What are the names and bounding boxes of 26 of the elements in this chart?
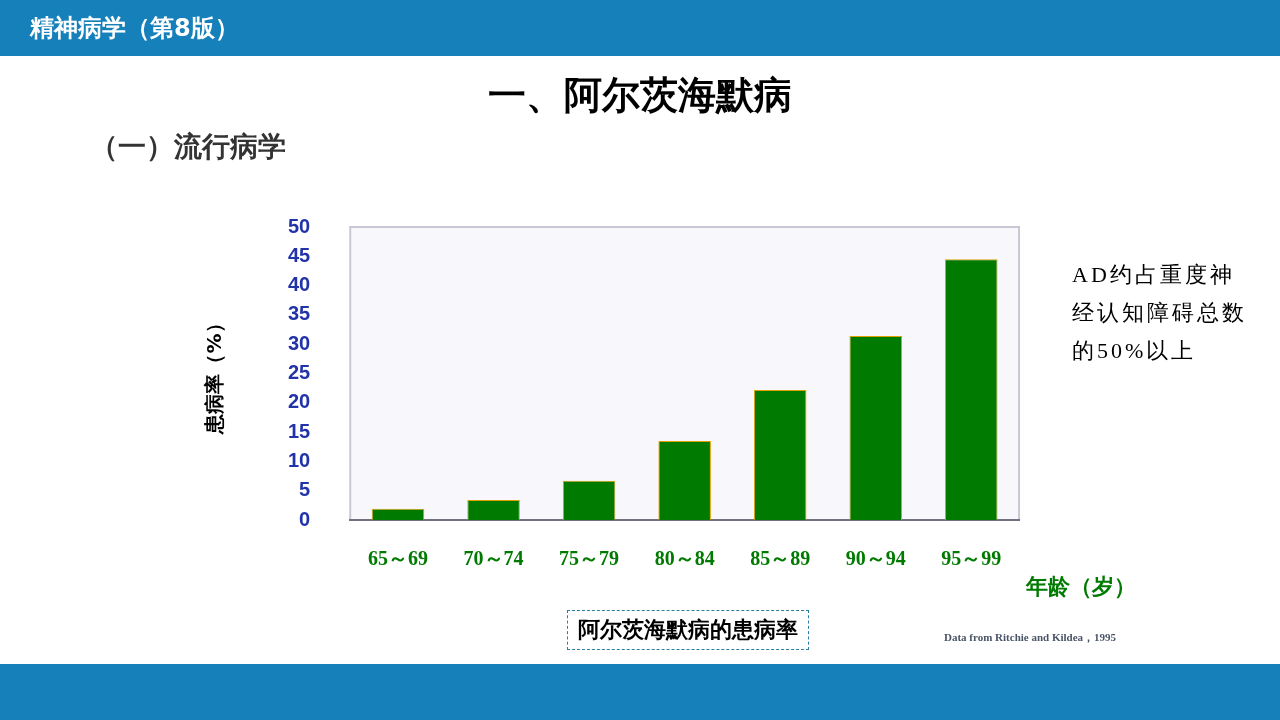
y-tick-label: 45 <box>288 243 311 266</box>
x-tick-label: 85～89 <box>750 547 811 570</box>
chart-title: 一、阿尔茨海默病 <box>487 72 793 119</box>
x-tick-label: 90～94 <box>845 547 906 570</box>
text: Data from Ritchie and Kildea，1995 <box>944 630 1117 645</box>
chart-subtitle: （一）流行病学 <box>90 129 286 165</box>
x-axis-title: 年龄（岁） <box>1026 573 1136 601</box>
y-tick-label: 35 <box>288 302 311 325</box>
x-tick-label: 65～69 <box>368 547 429 570</box>
x-tick-label: 75～79 <box>559 547 620 570</box>
x-tick-label: 95～99 <box>941 547 1002 570</box>
y-tick-label: 5 <box>299 478 311 501</box>
y-tick-label: 20 <box>288 390 311 413</box>
y-tick-label: 50 <box>288 214 311 237</box>
y-tick-label: 15 <box>288 419 311 442</box>
y-tick-label: 0 <box>299 507 311 530</box>
text: AD约占重度神经认知障碍总数的50%以上 <box>1072 261 1248 365</box>
y-axis-title: 患病率（%） <box>202 313 227 435</box>
y-tick-label: 40 <box>288 273 311 296</box>
y-tick-label: 10 <box>288 448 311 471</box>
y-tick-label: 25 <box>288 361 311 384</box>
x-tick-label: 80～84 <box>654 547 715 570</box>
text: 阿尔茨海默病的患病率 <box>567 610 809 650</box>
text: 精神病学（第8版） <box>30 13 239 44</box>
x-tick-label: 70～74 <box>463 547 524 570</box>
y-tick-label: 30 <box>288 331 311 354</box>
